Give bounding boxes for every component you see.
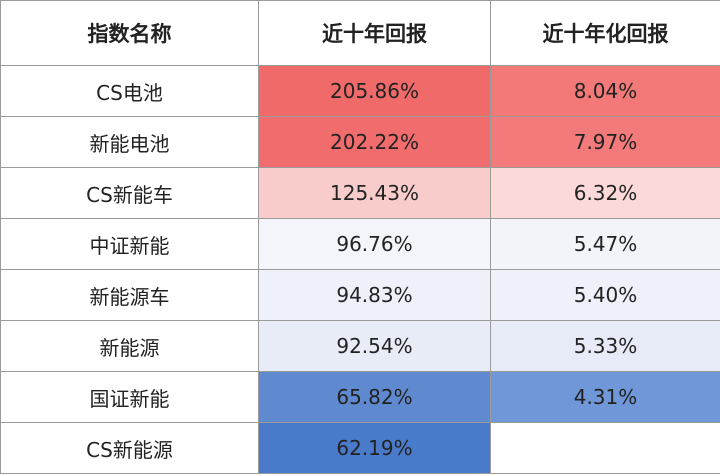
return-cell (490, 422, 720, 474)
return-cell: 4.31% (490, 371, 720, 423)
index-name: 国证新能 (0, 371, 259, 423)
index-name: 新能源 (0, 320, 259, 372)
return-cell: 125.43% (258, 167, 491, 219)
return-cell: 7.97% (490, 116, 720, 168)
return-cell: 205.86% (258, 65, 491, 117)
table-row: CS新能车 125.43% 6.32% (0, 167, 720, 219)
index-name: CS新能源 (0, 422, 259, 474)
return-cell: 6.32% (490, 167, 720, 219)
table-row: 新能源 92.54% 5.33% (0, 320, 720, 372)
return-cell: 202.22% (258, 116, 491, 168)
table-row: 新能源车 94.83% 5.40% (0, 269, 720, 321)
header-cell: 指数名称 (0, 0, 259, 66)
table-row: CS新能源 62.19% (0, 422, 720, 474)
return-cell: 5.33% (490, 320, 720, 372)
return-cell: 8.04% (490, 65, 720, 117)
table-row: 新能电池 202.22% 7.97% (0, 116, 720, 168)
return-cell: 96.76% (258, 218, 491, 270)
table-row: 国证新能 65.82% 4.31% (0, 371, 720, 423)
return-cell: 62.19% (258, 422, 491, 474)
index-name: CS新能车 (0, 167, 259, 219)
header-cell: 近十年回报 (258, 0, 491, 66)
index-name: 新能源车 (0, 269, 259, 321)
table-row: 中证新能 96.76% 5.47% (0, 218, 720, 270)
index-name: CS电池 (0, 65, 259, 117)
index-name: 新能电池 (0, 116, 259, 168)
return-cell: 94.83% (258, 269, 491, 321)
header-row: 指数名称 近十年回报 近十年化回报 (0, 0, 720, 66)
return-cell: 5.40% (490, 269, 720, 321)
table-row: CS电池 205.86% 8.04% (0, 65, 720, 117)
return-cell: 65.82% (258, 371, 491, 423)
return-cell: 5.47% (490, 218, 720, 270)
return-cell: 92.54% (258, 320, 491, 372)
header-cell: 近十年化回报 (490, 0, 720, 66)
index-name: 中证新能 (0, 218, 259, 270)
